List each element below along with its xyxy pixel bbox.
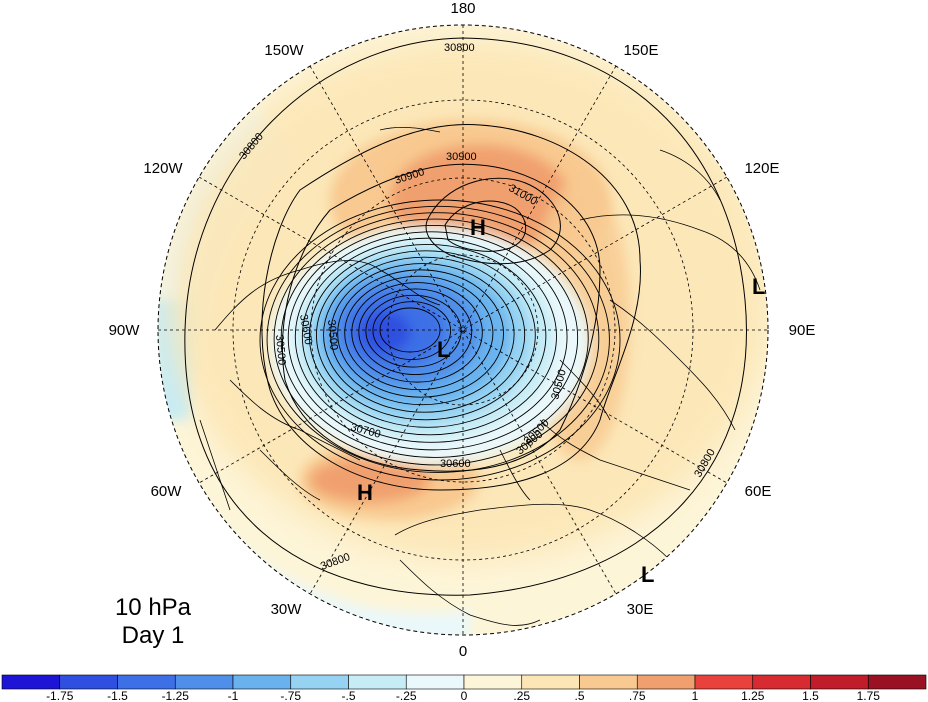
- vortex-contour: [294, 231, 568, 443]
- vortex-contour: [287, 224, 579, 451]
- vortex-contour: [273, 212, 600, 466]
- contour-label: 30800: [444, 42, 475, 54]
- colorbar-tick-label: .5: [574, 689, 584, 702]
- contour-label: 30500: [273, 334, 288, 366]
- high-center-label: H: [470, 215, 486, 240]
- contour-label: 30600: [440, 458, 471, 470]
- colorbar-swatch: [810, 674, 869, 690]
- colorbar-tick-label: 0: [461, 689, 468, 702]
- contour-label: 30900: [446, 151, 477, 163]
- pressure-level-title: 10 hPa: [115, 594, 192, 621]
- colorbar-tick-label: -1: [228, 689, 239, 702]
- longitude-labels: 180 150E 120E 90E 60E 30E 0 30W 60W 90W …: [109, 0, 816, 660]
- colorbar-swatch: [59, 674, 118, 690]
- colorbar-swatch: [521, 674, 580, 690]
- lon-label: 120W: [143, 160, 183, 177]
- map-boundary: [157, 24, 769, 636]
- day-title: Day 1: [122, 622, 185, 649]
- vortex-contour: [259, 199, 621, 481]
- colorbar-tick-label: -1.25: [162, 689, 190, 702]
- colorbar-tick-label: -1.5: [107, 689, 128, 702]
- colorbar-swatch: [579, 674, 638, 690]
- colorbar-swatch: [867, 674, 927, 690]
- colorbar-tick-label: -.5: [341, 689, 355, 702]
- vortex-contour: [280, 218, 589, 458]
- graticule: [158, 25, 768, 635]
- vortex-contour: [323, 256, 526, 413]
- contour-label: 30600: [297, 313, 314, 345]
- colorbar-swatch: [174, 674, 234, 690]
- vortex-contour: [316, 250, 536, 421]
- colorbar-swatch: [117, 674, 176, 690]
- lon-label: 30W: [271, 601, 303, 618]
- colorbar-tick-label: 1.25: [741, 689, 765, 702]
- lon-label: 150E: [623, 42, 658, 59]
- low-center-label: L: [437, 337, 450, 362]
- colorbar-tick-label: -1.75: [46, 689, 74, 702]
- colorbar-swatch: [348, 674, 407, 690]
- contour-label: 30500: [325, 319, 340, 351]
- colorbar-swatch: [463, 674, 523, 690]
- height-contours: [184, 37, 747, 596]
- colorbar-tick-label: .75: [629, 689, 646, 702]
- lon-label: 150W: [264, 42, 304, 59]
- pressure-centers: H L H L L: [357, 215, 765, 587]
- colorbar-swatch: [636, 674, 696, 690]
- colorbar: -1.75 -1.5 -1.25 -1 -.75 -.5 -.25 0 .25 .5 .75 1 1.2…: [1, 674, 927, 702]
- coastlines: [199, 126, 761, 626]
- lon-label: 120E: [744, 160, 779, 177]
- low-center-label: L: [641, 562, 654, 587]
- vortex-contour: [301, 237, 557, 436]
- lon-label: 90E: [789, 322, 816, 339]
- vortex-contour: [337, 269, 504, 398]
- colorbar-swatch: [232, 674, 292, 690]
- colorbar-swatch: [694, 674, 754, 690]
- low-center-label: L: [752, 274, 765, 299]
- vortex-contour: [351, 282, 483, 383]
- high-center-label: H: [357, 480, 373, 505]
- lon-label: 30E: [627, 601, 654, 618]
- lon-label: 60E: [745, 483, 772, 500]
- vortex-contours: [259, 199, 621, 481]
- vortex-contour: [266, 205, 610, 473]
- colorbar-tick-label: .25: [513, 689, 530, 702]
- vortex-contour: [344, 275, 494, 391]
- colorbar-tick-label: -.25: [396, 689, 417, 702]
- colorbar-swatch: [752, 674, 811, 690]
- anomaly-shading: [158, 25, 768, 635]
- colorbar-swatch: [290, 674, 349, 690]
- vortex-contour: [372, 301, 452, 360]
- colorbar-swatch: [405, 674, 465, 690]
- colorbar-swatch: [1, 674, 61, 690]
- lon-label: 180: [450, 0, 475, 17]
- vortex-contour: [330, 263, 515, 406]
- vortex-contour: [308, 244, 547, 428]
- colorbar-tick-label: 1.75: [857, 689, 881, 702]
- lon-label: 90W: [109, 322, 141, 339]
- colorbar-tick-label: 1: [692, 689, 699, 702]
- colorbar-tick-label: 1.5: [802, 689, 819, 702]
- lon-label: 0: [459, 643, 467, 660]
- vortex-contour: [358, 288, 473, 376]
- lon-label: 60W: [151, 483, 183, 500]
- colorbar-tick-label: -.75: [280, 689, 301, 702]
